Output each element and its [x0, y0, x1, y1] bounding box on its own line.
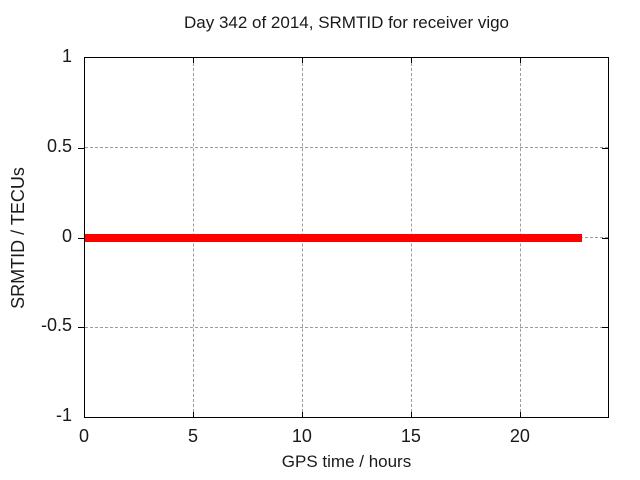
x-tick-mark-top	[193, 58, 195, 63]
x-tick-label: 0	[78, 426, 89, 446]
x-tick-mark-top	[411, 58, 413, 63]
y-tick-mark-left	[78, 147, 85, 149]
x-tick-mark-bottom	[520, 412, 522, 417]
plot-area	[78, 57, 609, 418]
x-tick-mark-bottom	[411, 412, 413, 417]
x-tick-label: 20	[509, 426, 530, 446]
x-tick-mark-top	[520, 58, 522, 63]
y-tick-mark-left	[78, 327, 85, 329]
y-tick-mark-right	[602, 237, 608, 239]
series-line-srmtid	[85, 233, 582, 242]
y-gridline	[85, 147, 608, 149]
y-tick-mark-right	[602, 327, 608, 329]
y-gridline	[85, 326, 608, 328]
x-tick-mark-bottom	[302, 412, 304, 417]
chart-title: Day 342 of 2014, SRMTID for receiver vig…	[183, 13, 510, 32]
y-tick-mark-left	[78, 237, 85, 239]
x-tick-label: 10	[291, 426, 312, 446]
y-tick-label: 0.5	[46, 135, 72, 156]
x-tick-label: 5	[187, 426, 198, 446]
x-tick-mark-top	[302, 58, 304, 63]
x-tick-mark-bottom	[193, 412, 195, 417]
y-tick-mark-right	[602, 147, 608, 149]
y-tick-label: 0	[61, 225, 72, 246]
y-tick-label: -0.5	[40, 315, 72, 336]
y-tick-label: 1	[61, 46, 72, 66]
x-axis-label: GPS time / hours	[281, 452, 412, 471]
y-tick-label: -1	[55, 405, 72, 425]
x-tick-label: 15	[400, 426, 421, 446]
